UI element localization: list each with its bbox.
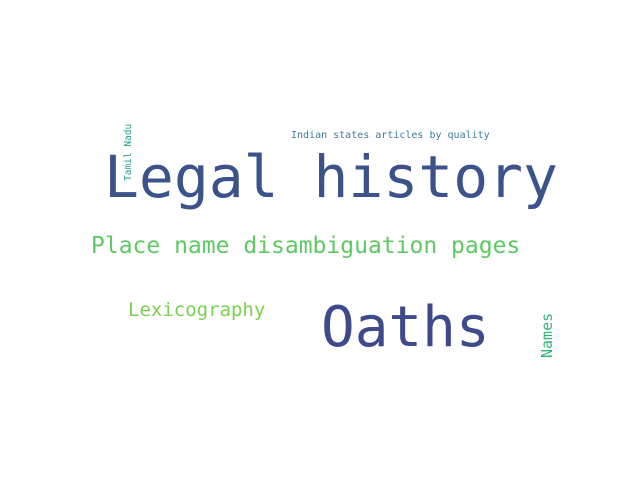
word-indian-states-articles-by-quality: Indian states articles by quality <box>291 130 490 141</box>
word-lexicography: Lexicography <box>128 299 266 321</box>
word-tamil-nadu: Tamil Nadu <box>123 123 134 181</box>
word-oaths: Oaths <box>321 295 490 360</box>
word-legal-history: Legal history <box>104 143 558 211</box>
word-names: Names <box>538 312 556 358</box>
word-place-name-disambiguation-pages: Place name disambiguation pages <box>91 233 521 259</box>
